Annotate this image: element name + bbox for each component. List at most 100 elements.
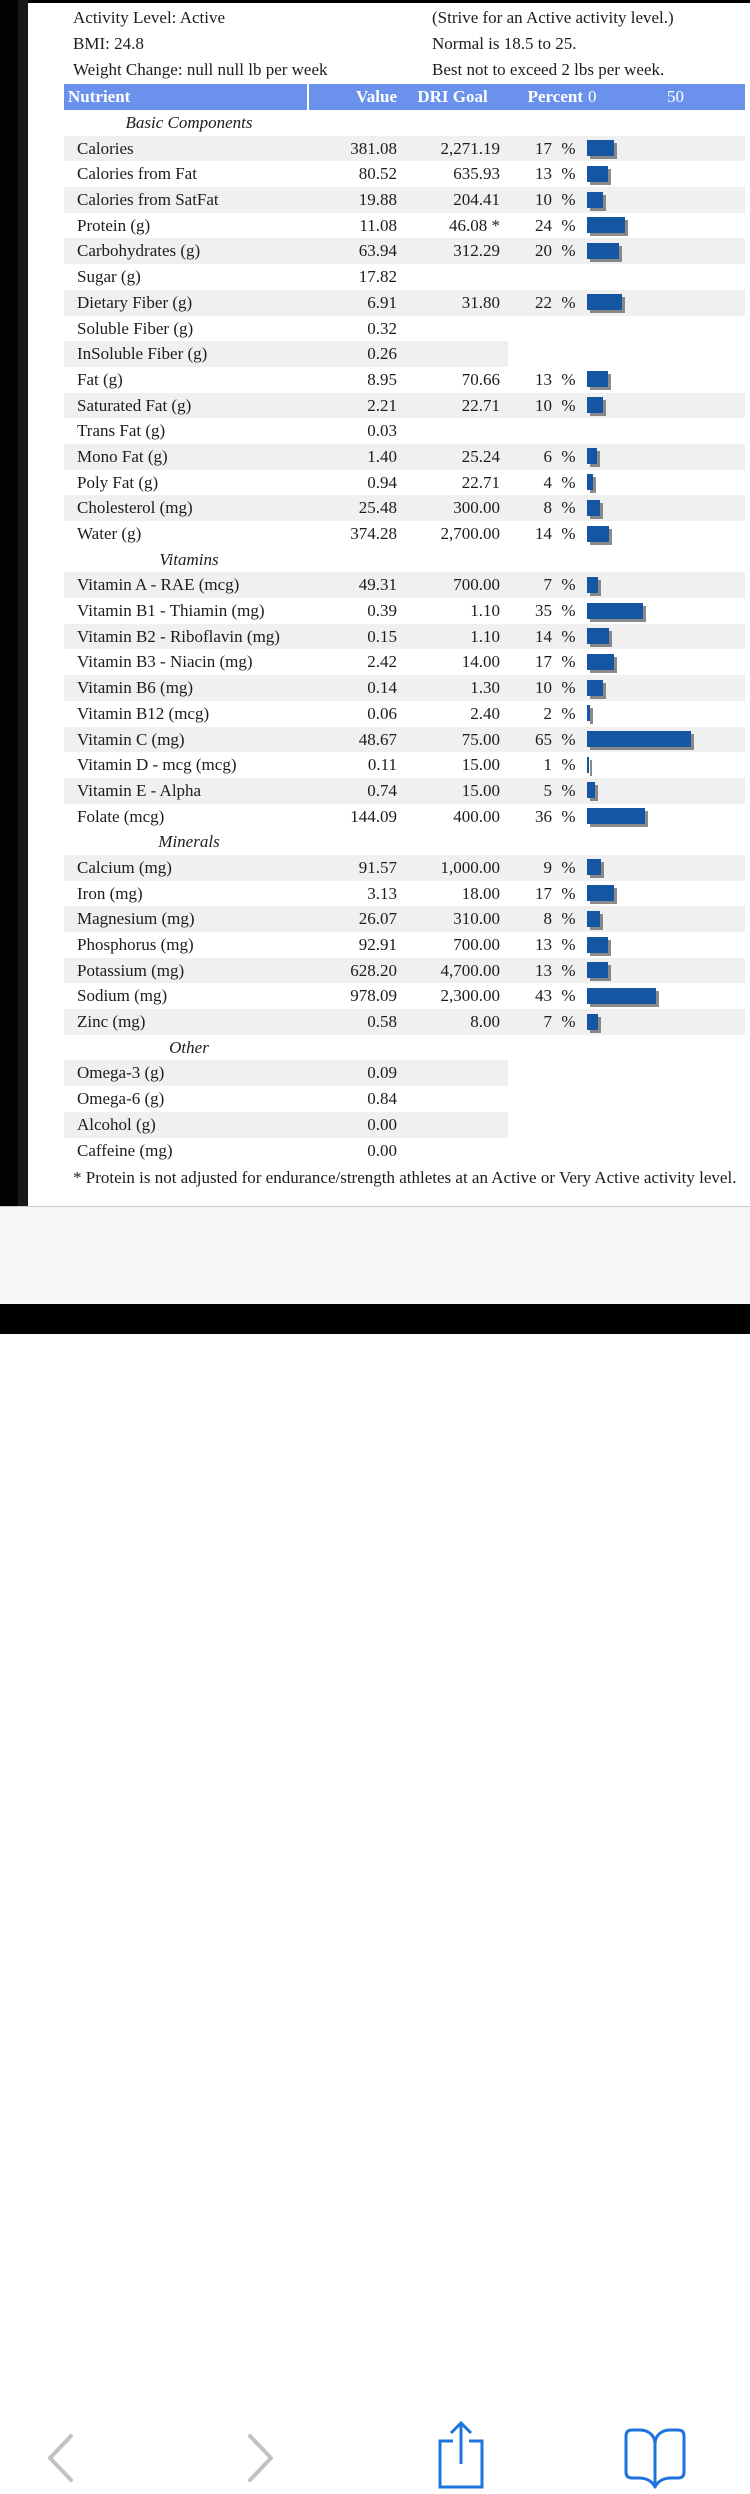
dri-goal-value: 75.00 [461,729,500,749]
nutrient-value: 0.26 [367,344,397,364]
dri-goal-value: 22.71 [461,395,500,415]
percent-sign: % [561,138,576,158]
header-value: Value [356,87,397,106]
percent-value: 17 [535,652,552,672]
percent-value: 10 [535,678,552,698]
percent-value [508,418,552,444]
percent-bar [587,859,602,876]
table-row: Carbohydrates (g) 63.94 312.29 20% [64,238,745,265]
dri-goal-value [397,316,508,342]
percent-bar [587,397,603,414]
section-label: Minerals [158,832,220,852]
nutrient-name: Magnesium (mg) [77,909,195,929]
nutrient-value: 8.95 [367,369,397,389]
percent-sign: % [561,678,576,698]
dri-goal-value [397,341,508,367]
nutrient-value: 0.09 [367,1063,397,1083]
percent-sign: % [561,601,576,621]
percent-value: 13 [535,369,552,389]
percent-value: 14 [535,626,552,646]
table-row: Vitamin B3 - Niacin (mg) 2.42 14.00 17% [64,649,745,675]
nutrient-value: 0.84 [367,1089,397,1109]
percent-sign: % [561,215,576,235]
table-row: Potassium (mg) 628.20 4,700.00 13% [64,957,745,984]
nutrient-value: 80.52 [358,164,397,184]
nutrient-name: Water (g) [77,524,142,543]
table-row: Vitamin B2 - Riboflavin (mg) 0.15 1.10 14% [64,623,745,650]
share-icon[interactable] [436,2420,486,2490]
percent-sign: % [561,960,576,980]
header-column-divider [307,84,309,110]
table-row: Trans Fat (g) 0.03 [64,418,745,444]
bookmarks-icon[interactable] [622,2426,688,2494]
table-row: Mono Fat (g) 1.40 25.24 6% [64,443,745,470]
percent-sign: % [561,292,576,312]
percent-sign: % [561,1012,576,1032]
dri-goal-value: 2,300.00 [440,986,501,1006]
percent-value: 17 [535,138,552,158]
percent-sign: % [561,472,576,492]
header-dri-goal: DRI Goal [417,87,488,106]
browser-toolbar [0,1206,750,2489]
forward-chevron-icon[interactable] [246,2433,276,2483]
dri-goal-value [397,1112,508,1138]
dri-goal-value: 1.10 [470,626,500,646]
nutrient-value: 6.91 [367,292,397,312]
percent-sign [552,1086,585,1112]
dri-goal-value [397,1138,508,1164]
weight-change-text: Weight Change: null null lb per week [73,60,328,79]
section-header-row: Other [64,1035,745,1061]
nutrient-name: Fat (g) [77,369,123,389]
nutrient-name: InSoluble Fiber (g) [77,344,208,364]
percent-value: 20 [535,241,552,261]
table-row: Vitamin B1 - Thiamin (mg) 0.39 1.10 35% [64,598,745,624]
percent-bar [587,808,645,825]
percent-value: 13 [535,960,552,980]
table-row: Vitamin B12 (mcg) 0.06 2.40 2% [64,701,745,727]
percent-value: 8 [543,909,553,929]
table-row: Saturated Fat (g) 2.21 22.71 10% [64,392,745,419]
nutrient-name: Vitamin B3 - Niacin (mg) [77,652,253,672]
percent-sign [552,1060,585,1086]
percent-sign [552,341,585,367]
percent-value: 35 [535,601,552,621]
table-row: Magnesium (mg) 26.07 310.00 8% [64,906,745,932]
back-chevron-icon[interactable] [45,2433,75,2483]
header-percent: Percent [527,87,583,106]
dri-goal-value: 4,700.00 [440,960,501,980]
nutrient-name: Saturated Fat (g) [77,395,192,415]
nutrient-value: 2.21 [367,395,397,415]
percent-value [508,1086,552,1112]
nutrient-value: 3.13 [367,883,397,903]
table-row: Calcium (mg) 91.57 1,000.00 9% [64,854,745,881]
nutrient-value: 1.40 [367,446,397,466]
percent-bar [587,525,610,542]
nutrient-name: Sugar (g) [77,267,141,287]
header-nutrient: Nutrient [68,87,131,106]
dri-goal-value: 2,271.19 [440,138,501,158]
nutrient-name: Vitamin E - Alpha [77,780,202,800]
percent-sign: % [561,883,576,903]
percent-value: 43 [535,986,552,1006]
percent-sign: % [561,857,576,877]
dri-goal-value: 204.41 [453,190,500,210]
table-row: Zinc (mg) 0.58 8.00 7% [64,1009,745,1035]
percent-bar [587,782,595,799]
percent-bar [587,371,608,388]
table-row: Calories 381.08 2,271.19 17% [64,135,745,162]
dri-goal-value [397,264,508,290]
percent-value [508,1060,552,1086]
table-row: Phosphorus (mg) 92.91 700.00 13% [64,932,745,958]
table-row: Sugar (g) 17.82 [64,264,745,290]
percent-bar [587,987,656,1004]
percent-value: 17 [535,883,552,903]
percent-bar [587,217,626,234]
table-row: Caffeine (mg) 0.00 [64,1138,745,1164]
table-row: Calories from Fat 80.52 635.93 13% [64,161,745,187]
nutrient-value: 374.28 [350,524,397,543]
percent-bar [587,653,615,670]
table-row: InSoluble Fiber (g) 0.26 [64,341,745,367]
percent-sign: % [561,369,576,389]
percent-value: 1 [543,755,553,775]
percent-value: 2 [543,703,553,723]
